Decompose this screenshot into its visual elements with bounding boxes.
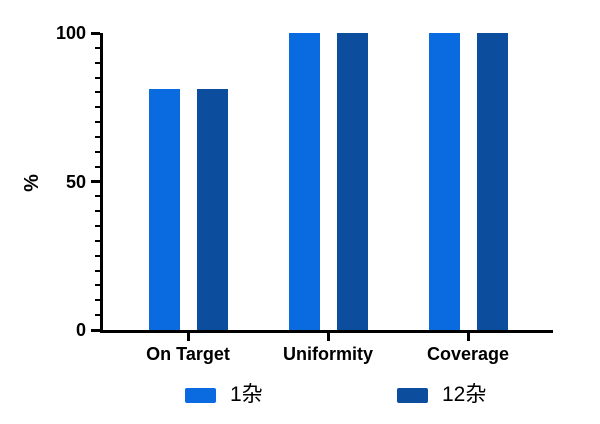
- y-major-tick-50: [91, 180, 100, 183]
- bar-series0-cat0: [149, 89, 180, 330]
- y-tick-label-0: 0: [75, 320, 86, 340]
- y-minor-tick-20: [95, 269, 100, 272]
- x-cat-label-cat2: Coverage: [426, 344, 510, 364]
- bar-series1-cat0: [197, 89, 228, 330]
- y-minor-tick-90: [95, 61, 100, 64]
- legend-label-series1: 12杂: [442, 383, 487, 406]
- y-minor-tick-85: [95, 76, 100, 79]
- bar-series1-cat2: [477, 33, 508, 330]
- y-minor-tick-95: [95, 46, 100, 49]
- legend-label-series0: 1杂: [230, 383, 263, 406]
- y-tick-label-50: 50: [65, 171, 86, 192]
- x-axis-line: [100, 330, 553, 333]
- x-tick-cat1: [326, 333, 330, 341]
- y-minor-tick-45: [95, 195, 100, 198]
- y-minor-tick-55: [95, 165, 100, 168]
- x-cat-label-cat1: Uniformity: [283, 344, 373, 364]
- bar-series0-cat2: [429, 33, 460, 330]
- y-minor-tick-40: [95, 210, 100, 213]
- x-tick-cat2: [466, 333, 470, 341]
- x-cat-label-cat0: On Target: [146, 344, 230, 364]
- legend-swatch-series1: [397, 388, 428, 403]
- legend-swatch-series0: [185, 388, 216, 403]
- y-minor-tick-60: [95, 150, 100, 153]
- bar-series1-cat1: [337, 33, 368, 330]
- y-tick-label-100: 100: [55, 23, 86, 43]
- x-tick-cat0: [186, 333, 190, 341]
- y-minor-tick-65: [95, 135, 100, 138]
- y-minor-tick-25: [95, 254, 100, 257]
- y-minor-tick-35: [95, 225, 100, 228]
- y-minor-tick-80: [95, 91, 100, 94]
- y-axis-line: [100, 33, 103, 333]
- y-minor-tick-15: [95, 284, 100, 287]
- y-minor-tick-70: [95, 121, 100, 124]
- y-major-tick-100: [91, 31, 100, 35]
- y-major-tick-0: [91, 328, 100, 332]
- bar-series0-cat1: [289, 33, 320, 330]
- y-minor-tick-30: [95, 239, 100, 242]
- y-minor-tick-75: [95, 106, 100, 109]
- y-minor-tick-5: [95, 314, 100, 317]
- y-minor-tick-10: [95, 299, 100, 302]
